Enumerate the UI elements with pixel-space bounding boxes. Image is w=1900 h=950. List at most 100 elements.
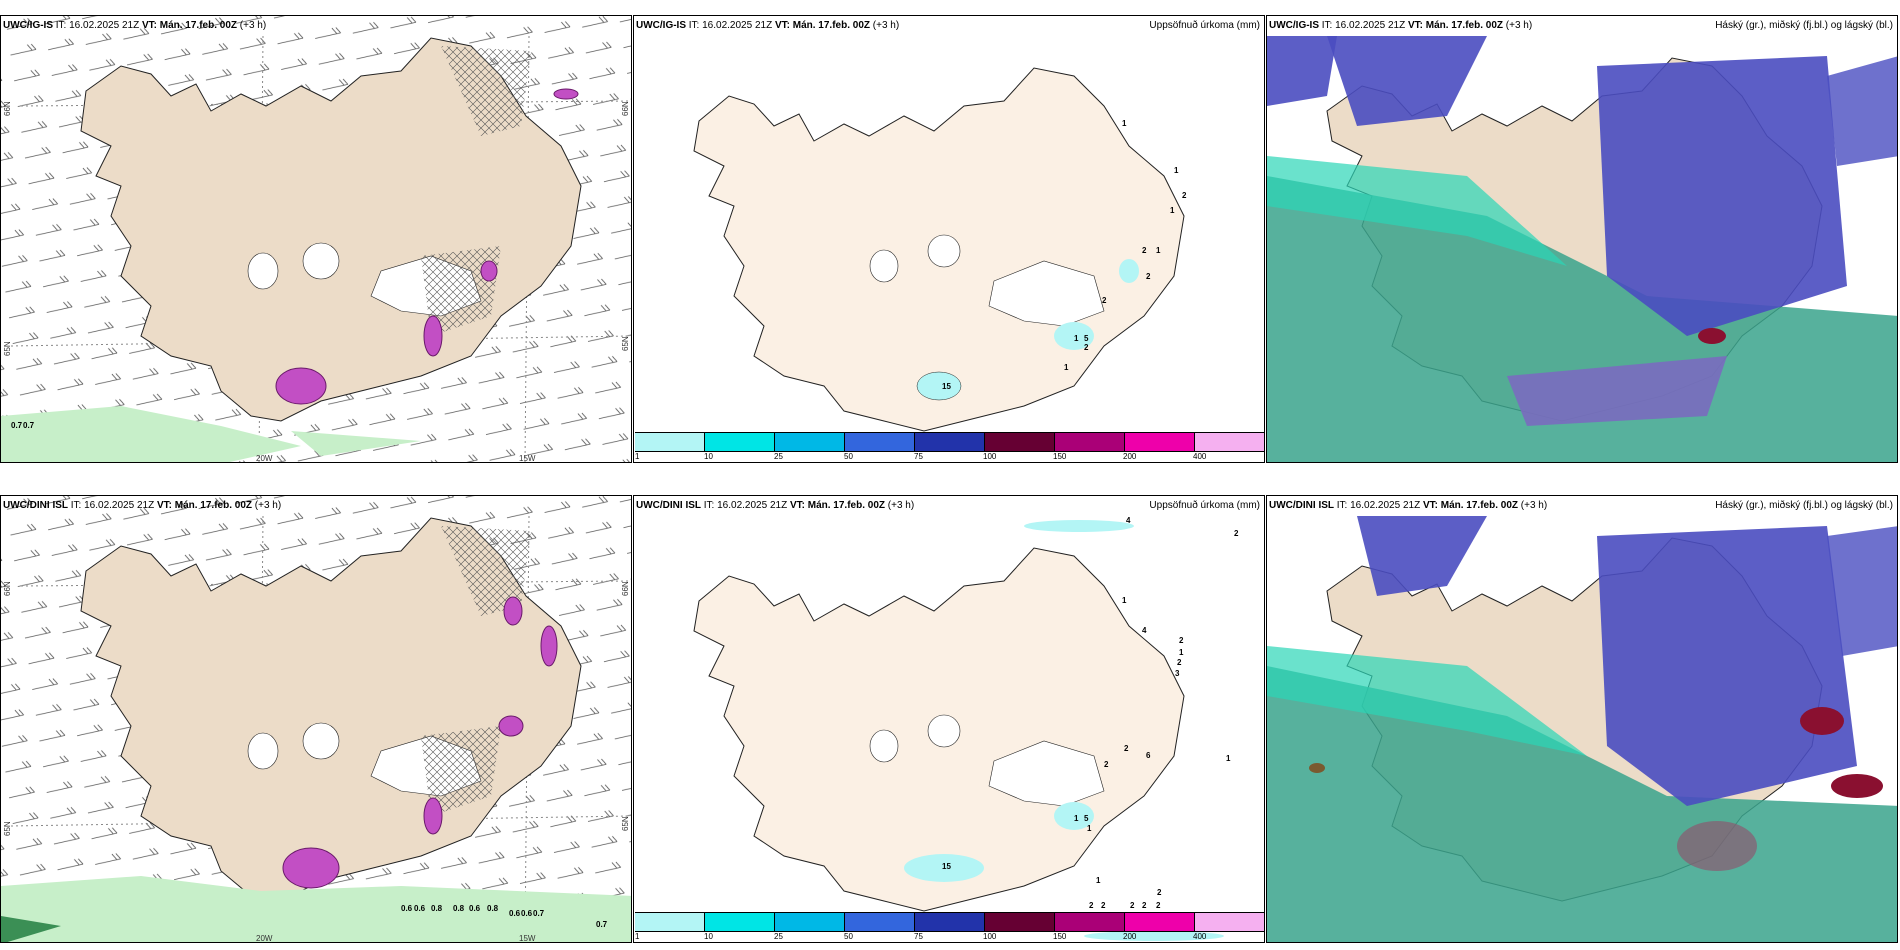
precip-value: 15: [942, 862, 951, 871]
wind-value: 0.7: [23, 421, 35, 430]
vt-label: VT:: [789, 500, 805, 511]
it-label: IT:: [703, 500, 715, 511]
hofsjokull-glacier: [247, 252, 279, 290]
colorbar-segment: [1055, 433, 1125, 451]
precip-value: 1: [1156, 246, 1161, 255]
langjokull-glacier: [927, 714, 961, 748]
lead-time: (+3 h): [1520, 500, 1548, 511]
colorbar-label: 50: [844, 932, 853, 941]
precip-value: 2: [1182, 191, 1187, 200]
model-name: UWC/IG-IS: [1269, 20, 1319, 31]
precip-value: 2: [1124, 744, 1129, 753]
vt-label: VT:: [1422, 500, 1438, 511]
panel-header: UWC/IG-IS IT: 16.02.2025 21Z VT: Mán. 17…: [3, 20, 266, 31]
mixed-cloud-area: [1677, 821, 1757, 871]
wind-value: 0.6: [414, 904, 426, 913]
panel-cloud-bottom: UWC/DINI ISL IT: 16.02.2025 21Z VT: Mán.…: [1266, 495, 1898, 943]
lon-label-20w: 20W: [256, 934, 273, 943]
wind-value: 0.6: [469, 904, 481, 913]
panel-header: UWC/DINI ISL IT: 16.02.2025 21Z VT: Mán.…: [1269, 500, 1547, 511]
precip-area: [1054, 802, 1094, 830]
precip-value: 2: [1104, 760, 1109, 769]
precip-value: 6: [1146, 751, 1151, 760]
precip-value: 15: [942, 382, 951, 391]
lead-time: (+3 h): [887, 500, 915, 511]
high-precip-cloud: [1831, 774, 1883, 798]
light-precip-area: [1, 876, 631, 942]
precip-value: 2: [1179, 636, 1184, 645]
precip-value: 1: [1174, 166, 1179, 175]
mid-cloud-area: [1327, 36, 1487, 126]
low-cloud-area: [1267, 156, 1567, 266]
panel-cloud-top: UWC/IG-IS IT: 16.02.2025 21Z VT: Mán. 17…: [1266, 15, 1898, 463]
wind-value: 0.6: [521, 909, 533, 918]
lat-label-66n-right: 66N: [621, 581, 630, 596]
panel-precip-top: UWC/IG-IS IT: 16.02.2025 21Z VT: Mán. 17…: [633, 15, 1265, 463]
colorbar-segment: [845, 433, 915, 451]
colorbar-label: 200: [1123, 452, 1137, 461]
hatched-area-north: [441, 46, 531, 136]
it-value: 16.02.2025 21Z: [1335, 20, 1406, 31]
colorbar-label: 25: [774, 932, 783, 941]
precip-value: 2: [1102, 296, 1107, 305]
colorbar-segment: [985, 433, 1055, 451]
colorbar-labels: 1 10 25 50 75 100 150 200 400: [635, 932, 1264, 942]
precip-value: 1: [1179, 648, 1184, 657]
lat-label-65n-right: 65N: [621, 336, 630, 351]
vt-label: VT:: [141, 20, 157, 31]
high-cloud-area: [1267, 176, 1897, 462]
wind-value: 0.6: [509, 909, 521, 918]
mid-cloud-area: [1827, 56, 1897, 166]
precip-value: 2: [1234, 529, 1239, 538]
wind-value: 0.8: [487, 904, 499, 913]
colorbar-label: 50: [844, 452, 853, 461]
precip-value: 5: [1084, 814, 1089, 823]
colorbar-label: 75: [914, 932, 923, 941]
mid-cloud-area: [1827, 526, 1897, 656]
vt-label: VT:: [1407, 20, 1423, 31]
colorbar-segment: [1125, 913, 1195, 931]
it-label: IT:: [55, 20, 67, 31]
precip-area: [1119, 259, 1139, 283]
colorbar-segment: [915, 433, 985, 451]
wind-map: [1, 16, 631, 462]
precip-colorbar: [635, 912, 1264, 932]
precip-value: 2: [1084, 343, 1089, 352]
colorbar-labels: 1 10 25 50 75 100 150 200 400: [635, 452, 1264, 462]
lon-label-15w: 15W: [519, 454, 536, 463]
colorbar-label: 100: [983, 932, 997, 941]
colorbar-segment: [985, 913, 1055, 931]
it-value: 16.02.2025 21Z: [717, 500, 788, 511]
light-precip-area: [291, 431, 421, 456]
vt-label: VT:: [774, 20, 790, 31]
lead-time: (+3 h): [872, 20, 900, 31]
precip-value: 2: [1101, 901, 1106, 910]
lat-label-65n: 65N: [3, 341, 12, 356]
cloud-title: Háský (gr.), miðský (fj.bl.) og lágský (…: [1715, 20, 1893, 31]
precip-value: 3: [1175, 669, 1180, 678]
lead-time: (+3 h): [254, 500, 282, 511]
model-name: UWC/DINI ISL: [636, 500, 701, 511]
lat-label-66n: 66N: [3, 581, 12, 596]
panel-precip-bottom: UWC/DINI ISL IT: 16.02.2025 21Z VT: Mán.…: [633, 495, 1265, 943]
precip-value: 1: [1122, 596, 1127, 605]
cloud-title: Háský (gr.), miðský (fj.bl.) og lágský (…: [1715, 500, 1893, 511]
precip-area: [1084, 931, 1224, 941]
precip-value: 1: [1074, 334, 1079, 343]
colorbar-segment: [1195, 433, 1264, 451]
langjokull-glacier: [302, 242, 340, 280]
precip-value: 2: [1177, 658, 1182, 667]
wind-map: [1, 496, 631, 942]
precip-value: 1: [1170, 206, 1175, 215]
colorbar-segment: [845, 913, 915, 931]
precip-cell: [480, 260, 498, 282]
high-precip-cloud: [1800, 707, 1844, 735]
it-label: IT:: [1321, 20, 1333, 31]
precip-value: 1: [1096, 876, 1101, 885]
colorbar-segment: [775, 433, 845, 451]
cloud-map: [1267, 516, 1897, 942]
colorbar-label: 200: [1123, 932, 1137, 941]
it-value: 16.02.2025 21Z: [702, 20, 773, 31]
colorbar-label: 1: [635, 452, 640, 461]
wind-value: 0.7: [533, 909, 545, 918]
